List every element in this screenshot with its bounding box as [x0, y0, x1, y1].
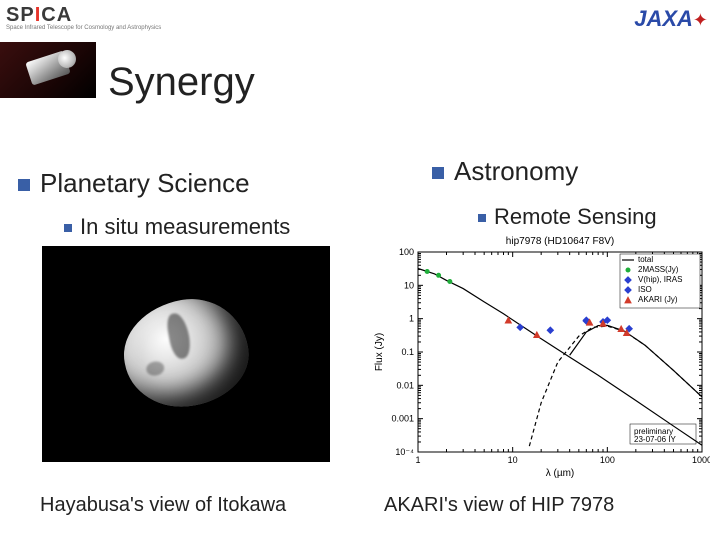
right-caption: AKARI's view of HIP 7978	[384, 494, 614, 517]
sed-chart: 1 10 100 1000 10⁻⁴ 0.001 0.01 0.1 1 10 100 λ (µm) Fl…	[370, 232, 710, 480]
right-heading: Astronomy	[432, 156, 578, 187]
spica-logo-text: SPICA	[6, 4, 161, 27]
svg-text:100: 100	[399, 247, 414, 257]
svg-text:λ (µm): λ (µm)	[546, 468, 575, 479]
svg-text:10⁻⁴: 10⁻⁴	[395, 447, 414, 457]
svg-text:hip7978 (HD10647 F8V): hip7978 (HD10647 F8V)	[506, 236, 614, 247]
itokawa-image	[42, 246, 330, 462]
svg-text:2MASS(Jy): 2MASS(Jy)	[638, 265, 679, 274]
svg-text:100: 100	[600, 455, 615, 465]
svg-text:10: 10	[404, 280, 414, 290]
svg-text:0.001: 0.001	[391, 414, 414, 424]
spica-logo: SPICA Space Infrared Telescope for Cosmo…	[6, 4, 161, 31]
svg-text:0.1: 0.1	[401, 347, 414, 357]
svg-text:AKARI (Jy): AKARI (Jy)	[638, 295, 678, 304]
jaxa-logo-text: JAXA	[634, 6, 693, 31]
slide-header: SPICA Space Infrared Telescope for Cosmo…	[0, 0, 720, 42]
spica-logo-subtitle: Space Infrared Telescope for Cosmology a…	[6, 25, 161, 31]
svg-text:Flux (Jy): Flux (Jy)	[374, 333, 385, 371]
sed-chart-svg: 1 10 100 1000 10⁻⁴ 0.001 0.01 0.1 1 10 100 λ (µm) Fl…	[370, 232, 710, 480]
bullet-icon	[478, 214, 486, 222]
right-subheading: Remote Sensing	[478, 204, 657, 230]
svg-text:ISO: ISO	[638, 285, 652, 294]
bullet-icon	[432, 167, 444, 179]
right-sub-text: Remote Sensing	[494, 204, 657, 229]
left-sub-text: In situ measurements	[80, 214, 290, 239]
svg-text:23-07-06 IY: 23-07-06 IY	[634, 435, 676, 444]
slide: SPICA Space Infrared Telescope for Cosmo…	[0, 0, 720, 540]
svg-text:0.01: 0.01	[396, 380, 414, 390]
svg-text:1: 1	[409, 314, 414, 324]
spica-telescope-thumbnail	[0, 42, 96, 98]
left-subheading: In situ measurements	[64, 214, 290, 240]
bullet-icon	[64, 224, 72, 232]
left-caption: Hayabusa's view of Itokawa	[40, 494, 286, 517]
asteroid-shape	[116, 290, 257, 416]
bullet-icon	[18, 179, 30, 191]
right-heading-text: Astronomy	[454, 156, 578, 186]
slide-title: Synergy	[108, 60, 255, 105]
svg-text:1000: 1000	[692, 455, 710, 465]
svg-text:V(hip), IRAS: V(hip), IRAS	[638, 275, 682, 284]
jaxa-logo: JAXA✦	[634, 6, 708, 32]
svg-text:total: total	[638, 255, 653, 264]
svg-text:10: 10	[508, 455, 518, 465]
svg-text:1: 1	[415, 455, 420, 465]
left-heading: Planetary Science	[18, 168, 250, 199]
left-heading-text: Planetary Science	[40, 168, 250, 198]
